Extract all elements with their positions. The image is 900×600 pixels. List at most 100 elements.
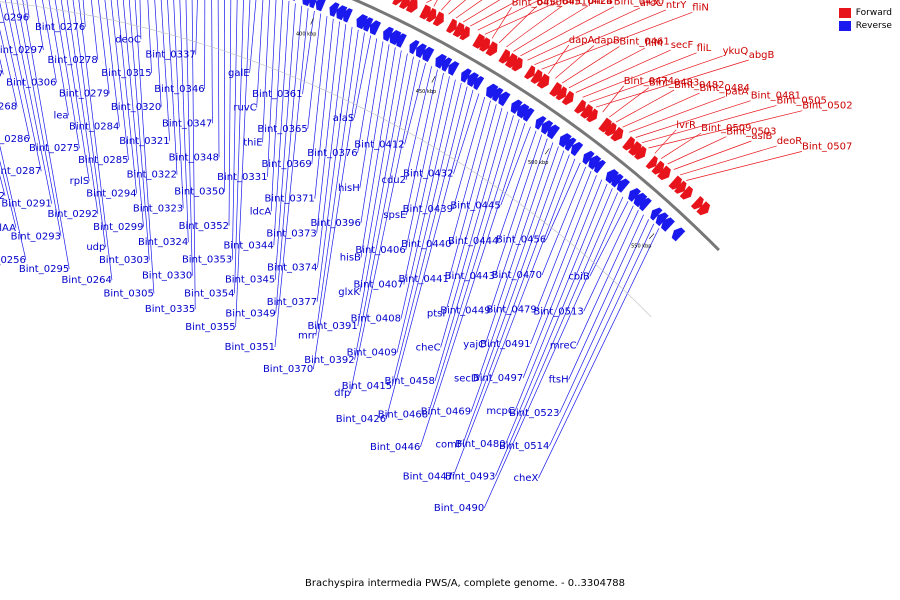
reverse-leader-line	[0, 29, 18, 107]
reverse-leader-line	[139, 0, 142, 40]
reverse-leader-line	[549, 223, 655, 447]
reverse-feature	[315, 0, 326, 12]
reverse-leader-line	[354, 56, 414, 360]
reverse-gene-label: Bint_0406	[355, 245, 405, 256]
reverse-feature	[616, 178, 630, 193]
tick-label: 550 kbp	[631, 244, 651, 250]
legend: Forward Reverse	[838, 8, 892, 34]
reverse-leader-line	[312, 32, 365, 370]
reverse-leader-line	[494, 134, 543, 276]
forward-leader-line	[477, 0, 541, 31]
reverse-gene-label: Bint_0286	[0, 134, 30, 145]
reverse-gene-label: Bint_0345	[225, 275, 275, 286]
forward-feature	[690, 196, 704, 210]
reverse-gene-label: Bint_0331	[217, 172, 267, 183]
reverse-leader-line	[478, 146, 559, 379]
reverse-gene-label: Bint_0407	[353, 280, 403, 291]
forward-leader-line	[534, 9, 667, 66]
reverse-gene-label: Bint_0351	[225, 342, 275, 353]
forward-gene-label: aroC	[640, 0, 663, 9]
reverse-gene-label: Bint_0412	[354, 139, 404, 150]
forward-feature	[696, 201, 711, 216]
forward-gene-label: ntrY	[666, 0, 687, 11]
forward-gene-label: dapA	[569, 35, 595, 46]
reverse-gene-label: Bint_0458	[385, 376, 435, 387]
reverse-gene-label: Bint_0469	[421, 407, 471, 418]
reverse-feature	[363, 17, 374, 32]
reverse-gene-label: Bint_0377	[267, 297, 317, 308]
reverse-leader-line	[211, 0, 213, 124]
reverse-feature	[309, 0, 317, 9]
reverse-leader-line	[316, 26, 353, 302]
reverse-leader-line	[195, 0, 198, 55]
reverse-leader-line	[453, 93, 480, 174]
forward-leader-line	[548, 44, 570, 75]
reverse-feature	[396, 33, 407, 48]
reverse-leader-line	[406, 69, 438, 216]
reverse-leader-line	[128, 0, 150, 261]
reverse-gene-label: Bint_0493	[445, 471, 495, 482]
reverse-gene-label: ruvC	[233, 103, 256, 114]
forward-gene-label: Bint_0505	[777, 95, 827, 106]
forward-feature	[511, 57, 523, 72]
reverse-leader-line	[405, 66, 432, 180]
reverse-leader-line	[307, 13, 322, 130]
reverse-gene-label: galE	[228, 68, 250, 79]
forward-gene-label: Bint_0451	[537, 0, 587, 7]
reverse-gene-label: Bint_0468	[378, 409, 428, 420]
reverse-leader-line	[134, 0, 155, 294]
forward-leader-line	[654, 129, 677, 154]
reverse-feature	[547, 124, 560, 140]
forward-swatch	[838, 8, 851, 18]
reverse-gene-label: spollAA	[0, 223, 16, 234]
forward-feature	[446, 18, 457, 34]
reverse-leader-line	[391, 86, 468, 387]
reverse-gene-label: Bint_0276	[35, 22, 85, 33]
reverse-feature	[473, 76, 485, 91]
reverse-leader-line	[48, 0, 69, 116]
forward-gene-label: lvrR	[676, 120, 696, 131]
reverse-leader-line	[228, 0, 232, 226]
reverse-leader-line	[262, 0, 270, 143]
reverse-gene-label: spsE	[383, 210, 406, 221]
reverse-gene-label: Bint_0513	[533, 306, 583, 317]
reverse-gene-label: Bint_0335	[145, 304, 195, 315]
reverse-leader-line	[0, 1, 31, 139]
forward-feature	[536, 73, 550, 89]
reverse-gene-label: Bint_0446	[370, 442, 420, 453]
forward-feature	[530, 69, 543, 84]
reverse-leader-line	[22, 0, 70, 269]
reverse-gene-label: Bint_0374	[267, 263, 317, 274]
reverse-leader-line	[448, 104, 497, 280]
reverse-gene-label: Bint_0268	[0, 102, 17, 113]
reverse-leader-line	[404, 63, 426, 145]
reverse-gene-label: hisB	[340, 253, 361, 264]
reverse-leader-line	[270, 0, 283, 212]
reverse-gene-label: Bint_0264	[62, 275, 112, 286]
reverse-gene-label: cdu2	[381, 175, 406, 186]
forward-gene-label: Bint_0461	[619, 36, 669, 47]
forward-leader-line	[555, 45, 595, 79]
reverse-leader-line	[191, 0, 196, 310]
forward-leader-line	[648, 110, 803, 149]
reverse-feature	[467, 72, 479, 87]
reverse-feature	[559, 133, 572, 148]
reverse-gene-label: mcpC	[486, 406, 515, 417]
reverse-leader-line	[185, 0, 193, 276]
reverse-gene-label: Bint_0292	[48, 209, 98, 220]
forward-leader-line	[667, 136, 727, 165]
reverse-leader-line	[530, 175, 597, 345]
forward-leader-line	[679, 145, 777, 176]
reverse-feature	[302, 0, 311, 7]
reverse-gene-label: Bint_0392	[304, 355, 354, 366]
reverse-gene-label: Bint_0320	[111, 102, 161, 113]
reverse-leader-line	[91, 0, 99, 61]
reverse-gene-label: Bint_0275	[29, 143, 79, 154]
reverse-gene-label: Bint_0396	[311, 218, 361, 229]
reverse-leader-line	[452, 158, 576, 477]
forward-feature	[419, 4, 431, 20]
reverse-leader-line	[357, 53, 408, 327]
reverse-leader-line	[217, 0, 220, 158]
forward-feature	[561, 90, 574, 106]
